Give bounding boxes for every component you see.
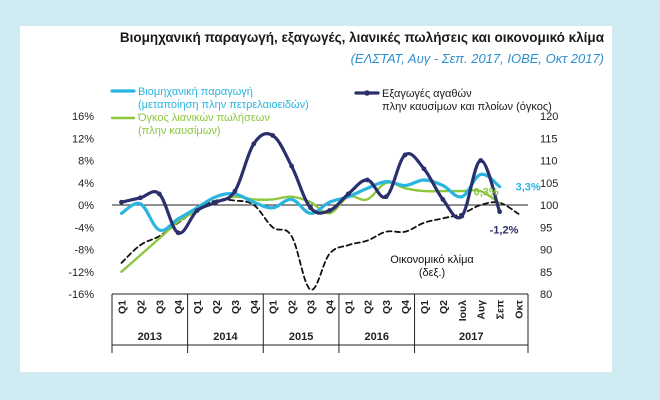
y-left-tick-label: 4%	[78, 178, 94, 190]
legend-label-retail-sub: (πλην καυσίμων)	[138, 125, 221, 137]
x-tick-label: Q2	[135, 300, 147, 314]
y-right-tick-label: 115	[540, 133, 558, 145]
series-point-exports	[213, 199, 219, 205]
industrial-last-label: 3,3%	[516, 182, 541, 194]
legend-label-exports: Εξαγωγές αγαθών	[382, 88, 472, 100]
x-tick-label: Q2	[287, 300, 299, 314]
x-tick-label: Αυγ	[476, 300, 488, 320]
x-tick-label: Q2	[438, 300, 450, 314]
chart-axes: -16% -12% -8% -4% 0% 4% 8% 12% 16% 80 85 90 95 100 105…	[68, 111, 558, 353]
y-left-tick-label: -16%	[68, 289, 94, 301]
x-tick-label: Q3	[306, 300, 318, 314]
series-point-exports	[175, 230, 181, 236]
legend-label-industrial: Βιομηχανική παραγωγή	[138, 86, 253, 98]
chart-panel	[20, 26, 612, 372]
series-line-industrial	[119, 172, 502, 233]
series-point-exports	[327, 208, 332, 213]
series-point-exports	[383, 194, 389, 200]
x-tick-label: Ιουλ	[457, 300, 469, 321]
y-left-tick-label: -12%	[68, 267, 94, 279]
x-tick-label: Q1	[192, 300, 204, 314]
x-tick-label: Q3	[154, 300, 166, 314]
chart-title: Βιομηχανική παραγωγή, εξαγωγές, λιανικές…	[119, 30, 604, 45]
x-tick-label: Q3	[381, 300, 393, 314]
x-tick-label: Q4	[400, 300, 412, 314]
y-right-tick-label: 100	[540, 200, 558, 212]
x-tick-label: Q2	[362, 300, 374, 314]
y-right-tick-label: 90	[540, 245, 552, 257]
series-point-exports	[402, 152, 408, 158]
series-point-exports	[459, 213, 465, 219]
year-label: 2013	[138, 331, 162, 343]
x-tick-label: Q1	[419, 300, 431, 314]
y-right-tick-label: 105	[540, 178, 558, 190]
series-point-exports	[270, 133, 276, 138]
y-right-tick-label: 80	[540, 289, 552, 301]
x-tick-label: Σεπ	[495, 300, 507, 319]
series-point-exports	[478, 158, 484, 163]
y-left-tick-label: 8%	[78, 156, 94, 168]
chart-annotations: Οικονομικό κλίμα(δεξ.) 3,3% 0,3% -1,2%	[390, 182, 541, 279]
x-tick-label: Q2	[211, 300, 223, 314]
series-point-exports	[194, 208, 200, 213]
series-point-exports	[289, 163, 295, 169]
year-label: 2016	[364, 331, 388, 343]
series-point-exports	[497, 209, 503, 215]
series-point-exports	[251, 141, 257, 147]
y-left-tick-label: 0%	[78, 200, 94, 212]
x-tick-label: Q1	[116, 300, 128, 314]
series-point-exports	[364, 177, 370, 183]
y-left-tick-label: -4%	[74, 222, 94, 234]
series-point-exports	[119, 199, 124, 205]
x-tick-label: Q1	[343, 300, 355, 314]
legend-label-industrial-sub: (μεταποίηση πλην πετρελαιοειδών)	[138, 99, 309, 111]
series-point-exports	[137, 195, 143, 201]
series-point-exports	[156, 191, 162, 197]
x-tick-label: Q4	[324, 300, 336, 314]
year-label: 2015	[289, 331, 313, 343]
series-point-exports	[232, 188, 238, 194]
x-tick-label: Q1	[268, 300, 280, 314]
y-left-tick-label: 12%	[72, 133, 94, 145]
y-right-tick-label: 95	[540, 222, 552, 234]
y-left-tick-label: -8%	[74, 245, 94, 257]
y-left-tick-label: 16%	[72, 111, 94, 123]
series-point-exports	[440, 197, 446, 202]
series-point-exports	[345, 191, 351, 197]
climate-label: Οικονομικό κλίμα	[390, 254, 474, 266]
y-right-tick-label: 110	[540, 156, 558, 168]
chart-legend: Βιομηχανική παραγωγή(μεταποίηση πλην πετ…	[110, 86, 552, 137]
series-point-exports	[308, 205, 313, 211]
x-tick-label: Q3	[230, 300, 242, 314]
retail-last-label: 0,3%	[474, 186, 499, 198]
y-right-tick-label: 85	[540, 267, 552, 279]
year-label: 2014	[213, 331, 238, 343]
x-tick-label: Οκτ	[514, 300, 526, 319]
legend-label-retail: Όγκος λιανικών πωλήσεων	[137, 112, 270, 124]
exports-last-label: -1,2%	[490, 225, 519, 237]
legend-label-exports-sub: πλην καυσίμων και πλοίων (όγκος)	[382, 101, 552, 113]
climate-label-sub: (δεξ.)	[419, 267, 445, 279]
x-tick-label: Q4	[173, 300, 185, 314]
series-point-exports	[421, 166, 427, 172]
chart-series	[119, 132, 520, 291]
legend-marker-exports	[364, 90, 370, 96]
chart-subtitle: (ΕΛΣΤΑΤ, Αυγ - Σεπ. 2017, ΙΟΒΕ, Οκτ 2017…	[350, 51, 604, 66]
x-tick-label: Q4	[249, 300, 261, 314]
y-right-tick-label: 120	[540, 111, 558, 123]
year-label: 2017	[459, 331, 483, 343]
